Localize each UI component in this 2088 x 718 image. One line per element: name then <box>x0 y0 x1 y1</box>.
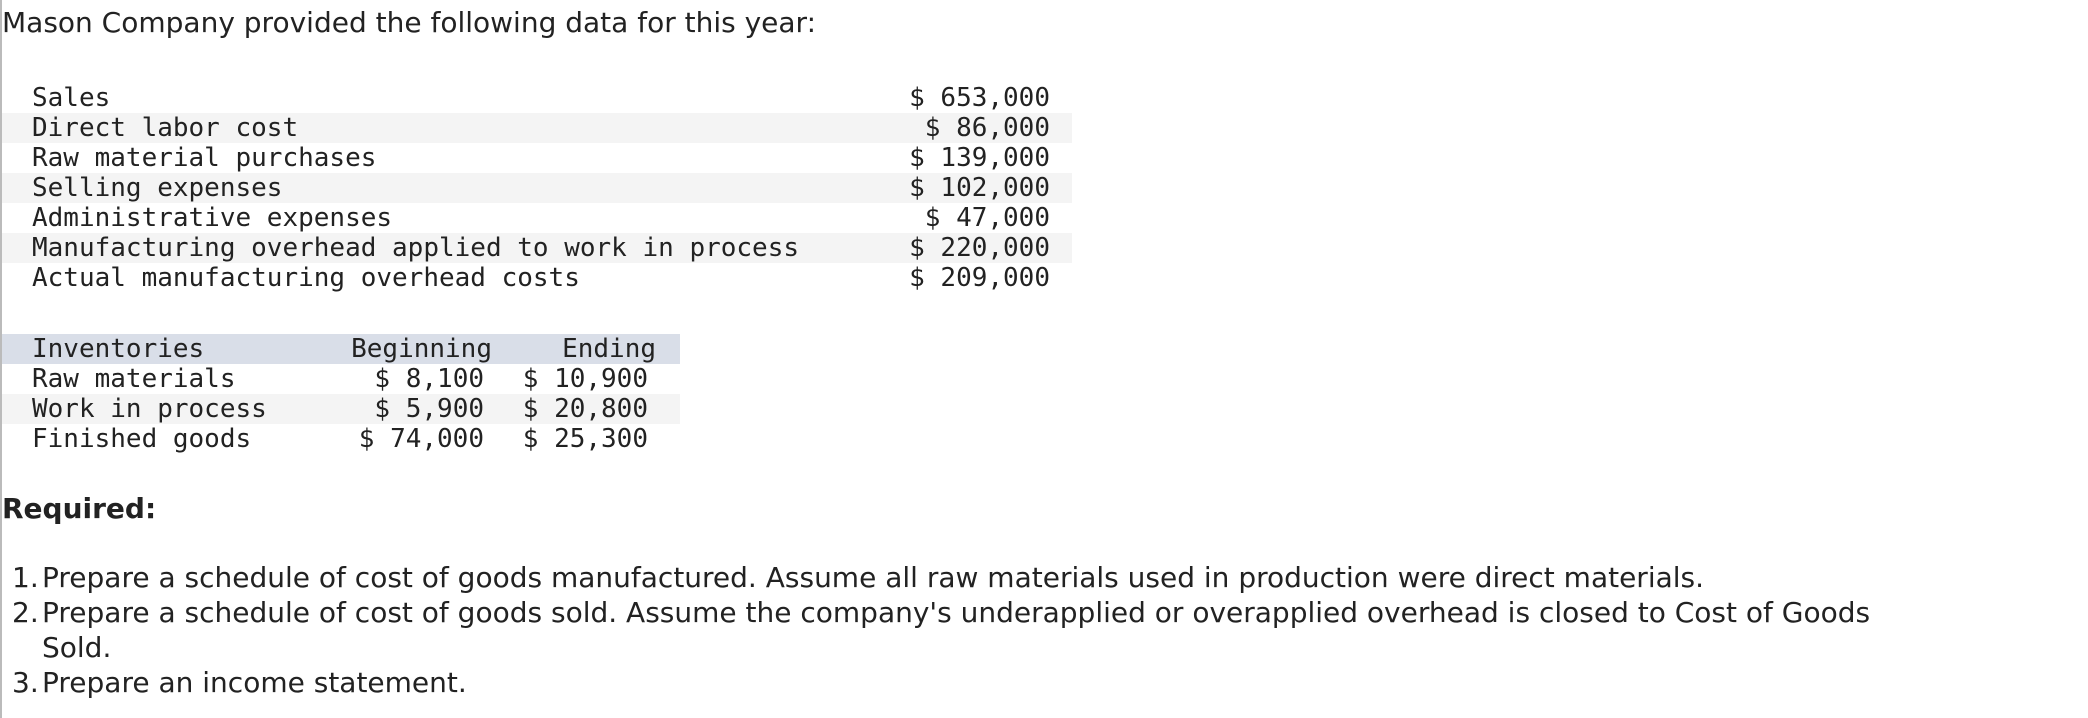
row-label: Actual manufacturing overhead costs <box>32 263 580 293</box>
row-value: $ 86,000 <box>924 113 1050 143</box>
intro-text: Mason Company provided the following dat… <box>2 6 817 39</box>
row-value: $ 25,300 <box>522 424 648 454</box>
row-label: Finished goods <box>32 424 252 454</box>
table-row: Raw material purchases $ 139,000 <box>2 143 1072 173</box>
row-value: $ 8,100 <box>374 364 484 394</box>
row-value: $ 47,000 <box>924 203 1050 233</box>
row-value: $ 139,000 <box>909 143 1050 173</box>
row-label: Selling expenses <box>32 173 283 203</box>
row-value: $ 209,000 <box>909 263 1050 293</box>
row-value: $ 653,000 <box>909 83 1050 113</box>
item-text: Prepare an income statement. <box>42 666 467 699</box>
list-item: 2. Prepare a schedule of cost of goods so… <box>12 595 1902 665</box>
item-text: Prepare a schedule of cost of goods manu… <box>42 561 1705 594</box>
inventory-table: Inventories Beginning Ending Raw materials $… <box>2 334 680 454</box>
item-text: Prepare a schedule of cost of goods sold… <box>42 596 1871 664</box>
item-number: 1. <box>12 561 39 594</box>
table-row: Manufacturing overhead applied to work i… <box>2 233 1072 263</box>
table-row: Finished goods $ 74,000 $ 25,300 <box>2 424 680 454</box>
row-value: $ 20,800 <box>522 394 648 424</box>
header-cell: Ending <box>562 334 656 364</box>
row-label: Work in process <box>32 394 267 424</box>
table-row: Work in process $ 5,900 $ 20,800 <box>2 394 680 424</box>
row-label: Sales <box>32 83 111 113</box>
row-label: Administrative expenses <box>32 203 393 233</box>
list-item: 3. Prepare an income statement. <box>12 665 1902 700</box>
row-label: Raw materials <box>32 364 236 394</box>
required-heading: Required: <box>2 492 157 525</box>
table-header: Inventories Beginning Ending <box>2 334 680 364</box>
required-list: 1. Prepare a schedule of cost of goods ma… <box>12 560 1902 700</box>
data-table: Sales $ 653,000 Direct labor cost $ 86,000 R… <box>2 83 1072 293</box>
table-row: Raw materials $ 8,100 $ 10,900 <box>2 364 680 394</box>
row-value: $ 102,000 <box>909 173 1050 203</box>
row-label: Manufacturing overhead applied to work i… <box>32 233 800 263</box>
header-cell: Beginning <box>351 334 492 364</box>
row-value: $ 74,000 <box>358 424 484 454</box>
table-row: Direct labor cost $ 86,000 <box>2 113 1072 143</box>
table-row: Administrative expenses $ 47,000 <box>2 203 1072 233</box>
table-row: Selling expenses $ 102,000 <box>2 173 1072 203</box>
row-value: $ 10,900 <box>522 364 648 394</box>
row-label: Direct labor cost <box>32 113 299 143</box>
item-number: 2. <box>12 596 39 629</box>
table-row: Sales $ 653,000 <box>2 83 1072 113</box>
item-number: 3. <box>12 666 39 699</box>
row-label: Raw material purchases <box>32 143 377 173</box>
header-cell: Inventories <box>32 334 205 364</box>
list-item: 1. Prepare a schedule of cost of goods ma… <box>12 560 1902 595</box>
row-value: $ 220,000 <box>909 233 1050 263</box>
row-value: $ 5,900 <box>374 394 484 424</box>
table-row: Actual manufacturing overhead costs $ 209… <box>2 263 1072 293</box>
